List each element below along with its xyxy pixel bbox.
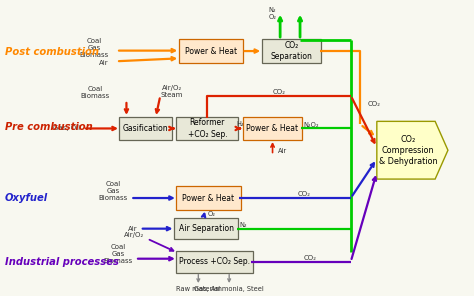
FancyBboxPatch shape bbox=[174, 218, 238, 239]
Text: Air Separation: Air Separation bbox=[179, 224, 234, 233]
Text: Air: Air bbox=[277, 148, 287, 154]
Text: N₂O₂: N₂O₂ bbox=[303, 122, 319, 128]
Text: Pre combustion: Pre combustion bbox=[5, 122, 92, 132]
Text: CO₂: CO₂ bbox=[273, 89, 285, 95]
Text: Air/O₂: Air/O₂ bbox=[124, 232, 145, 238]
Text: CO₂: CO₂ bbox=[367, 101, 380, 107]
FancyBboxPatch shape bbox=[176, 251, 253, 273]
Text: O₂: O₂ bbox=[208, 211, 216, 217]
Text: Reformer
+CO₂ Sep.: Reformer +CO₂ Sep. bbox=[188, 118, 227, 139]
FancyBboxPatch shape bbox=[119, 117, 172, 140]
Text: Coal
Gas
Biomass: Coal Gas Biomass bbox=[80, 38, 109, 58]
Text: Post combustion: Post combustion bbox=[5, 47, 99, 57]
FancyBboxPatch shape bbox=[243, 117, 302, 140]
Text: Raw material: Raw material bbox=[176, 287, 220, 292]
Text: Coal
Gas
Biomass: Coal Gas Biomass bbox=[99, 181, 128, 201]
Text: Power & Heat: Power & Heat bbox=[182, 194, 235, 202]
FancyBboxPatch shape bbox=[262, 39, 321, 63]
Text: Oxyfuel: Oxyfuel bbox=[5, 193, 48, 203]
Text: CO₂
Compression
& Dehydration: CO₂ Compression & Dehydration bbox=[379, 135, 438, 166]
Text: Coal
Biomass: Coal Biomass bbox=[81, 86, 110, 99]
Text: CO₂: CO₂ bbox=[304, 255, 317, 261]
FancyBboxPatch shape bbox=[179, 39, 243, 63]
Text: N₂
O₂: N₂ O₂ bbox=[268, 7, 276, 20]
Text: Power & Heat: Power & Heat bbox=[185, 46, 237, 56]
Text: H₂: H₂ bbox=[237, 121, 245, 127]
Text: CO₂: CO₂ bbox=[298, 192, 311, 197]
Text: Gas, Ammonia, Steel: Gas, Ammonia, Steel bbox=[194, 287, 264, 292]
Text: Air: Air bbox=[100, 60, 109, 66]
FancyBboxPatch shape bbox=[176, 186, 241, 210]
Text: N₂: N₂ bbox=[239, 222, 247, 228]
Text: Air/O₂
Steam: Air/O₂ Steam bbox=[161, 85, 183, 98]
Text: Industrial processes: Industrial processes bbox=[5, 257, 119, 267]
Text: Air: Air bbox=[128, 226, 137, 232]
Text: Coal
Gas
Biomass: Coal Gas Biomass bbox=[103, 244, 133, 264]
Text: Gas, Oil: Gas, Oil bbox=[54, 126, 81, 131]
Text: Gasification: Gasification bbox=[123, 124, 169, 133]
Text: Process +CO₂ Sep.: Process +CO₂ Sep. bbox=[179, 257, 250, 266]
FancyBboxPatch shape bbox=[176, 117, 238, 140]
Text: Power & Heat: Power & Heat bbox=[246, 124, 299, 133]
Polygon shape bbox=[377, 121, 448, 179]
Text: CO₂
Separation: CO₂ Separation bbox=[271, 41, 312, 61]
